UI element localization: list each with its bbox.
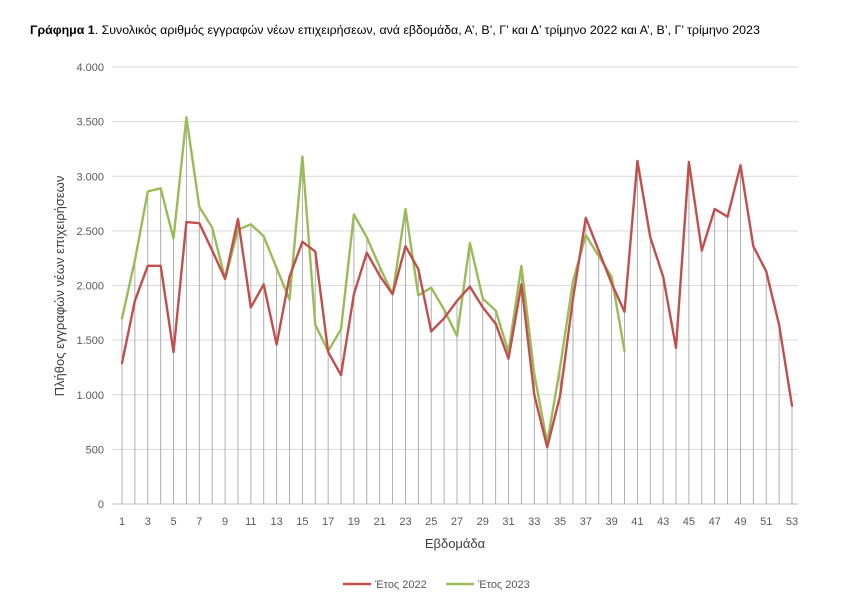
x-tick-label: 25 [425, 516, 437, 528]
y-tick-label: 3.500 [76, 117, 104, 129]
y-tick-label: 1.000 [76, 390, 104, 402]
y-tick-label: 500 [86, 444, 104, 456]
x-tick-label: 11 [245, 516, 256, 528]
x-tick-label: 41 [631, 516, 643, 528]
legend: Έτος 2022 Έτος 2023 [343, 579, 530, 591]
chart-title-bold: Γράφημα 1 [30, 23, 95, 37]
x-tick-label: 13 [270, 516, 282, 528]
legend-label-2022: Έτος 2022 [374, 579, 427, 591]
x-tick-label: 37 [580, 516, 592, 528]
x-tick-label: 21 [374, 516, 386, 528]
x-axis-label: Εβδομάδα [425, 536, 486, 551]
chart-title: Γράφημα 1. Συνολικός αριθμός εγγραφών νέ… [30, 23, 820, 37]
x-tick-label: 49 [734, 516, 746, 528]
x-tick-label: 19 [348, 516, 360, 528]
y-tick-label: 2.000 [76, 281, 104, 293]
series-line-1 [120, 116, 626, 444]
x-axis-ticks: 1 3 5 7 9 11 13 15 17 19 21 23 25 27 29 31 33 35 37 39 41 43 4… [119, 516, 798, 528]
y-tick-label: 0 [98, 499, 104, 511]
x-tick-label: 3 [145, 516, 151, 528]
x-tick-label: 29 [477, 516, 489, 528]
x-tick-label: 51 [760, 516, 772, 528]
x-tick-label: 53 [786, 516, 798, 528]
x-tick-label: 47 [709, 516, 721, 528]
gridlines [112, 66, 798, 505]
x-tick-label: 9 [222, 516, 228, 528]
x-tick-label: 17 [322, 516, 334, 528]
legend-label-2023: Έτος 2023 [477, 579, 530, 591]
y-tick-label: 3.000 [76, 171, 104, 183]
x-tick-label: 45 [683, 516, 695, 528]
x-tick-label: 1 [119, 516, 125, 528]
x-tick-label: 31 [502, 516, 514, 528]
x-tick-label: 7 [196, 516, 202, 528]
y-tick-label: 1.500 [76, 335, 104, 347]
x-tick-label: 27 [451, 516, 463, 528]
y-tick-label: 2.500 [76, 226, 104, 238]
y-tick-label: 4.000 [76, 62, 104, 74]
series-line-0 [120, 159, 794, 449]
x-tick-label: 35 [554, 516, 566, 528]
series-lines [120, 116, 794, 449]
y-axis-label: Πλήθος εγγραφών νέων επιχειρήσεων [52, 176, 67, 397]
x-tick-label: 15 [296, 516, 308, 528]
chart-title-rest: . Συνολικός αριθμός εγγραφών νέων επιχει… [94, 23, 760, 37]
x-tick-label: 39 [605, 516, 617, 528]
x-tick-label: 33 [528, 516, 540, 528]
x-tick-label: 23 [399, 516, 411, 528]
x-tick-label: 5 [170, 516, 176, 528]
x-tick-label: 43 [657, 516, 669, 528]
y-axis-ticks: 0 500 1.000 1.500 2.000 2.500 3.000 3.500 4.000 [76, 62, 104, 511]
